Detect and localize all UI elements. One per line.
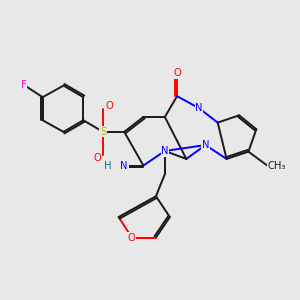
- Text: N: N: [195, 103, 202, 113]
- Text: S: S: [100, 127, 106, 137]
- Text: H: H: [104, 160, 112, 170]
- Text: N: N: [121, 160, 128, 170]
- Text: N: N: [202, 140, 209, 150]
- Text: CH₃: CH₃: [268, 160, 286, 170]
- Text: N: N: [161, 146, 169, 156]
- Text: O: O: [173, 68, 181, 78]
- Text: F: F: [21, 80, 27, 90]
- Text: O: O: [93, 153, 101, 163]
- Text: O: O: [128, 232, 136, 242]
- Text: O: O: [105, 101, 113, 111]
